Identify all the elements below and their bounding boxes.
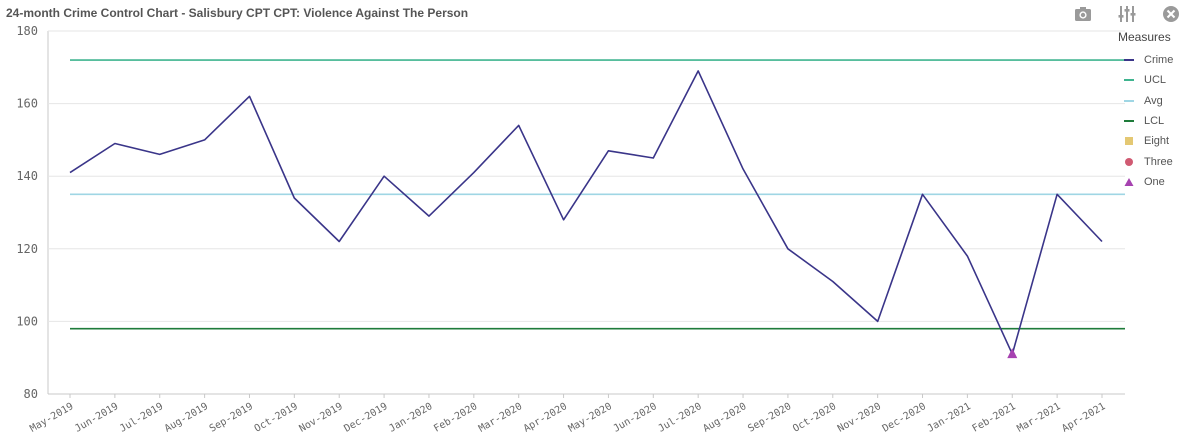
- chart-title: 24-month Crime Control Chart - Salisbury…: [6, 6, 469, 20]
- legend-swatch-circle: [1122, 157, 1136, 167]
- x-tick-label: May-2019: [28, 401, 75, 433]
- chart-toolbar: [1072, 4, 1182, 24]
- x-tick-label: Jan-2021: [926, 401, 973, 433]
- y-tick-label: 140: [16, 169, 38, 183]
- legend-swatch-triangle: [1122, 177, 1136, 187]
- x-tick-label: Jun-2019: [73, 401, 120, 433]
- legend-item-avg[interactable]: Avg: [1118, 91, 1190, 111]
- camera-icon[interactable]: [1072, 4, 1094, 24]
- x-tick-label: Mar-2021: [1015, 401, 1062, 433]
- x-tick-label: Jul-2020: [656, 401, 703, 433]
- legend-swatch-line: [1122, 75, 1136, 85]
- x-tick-label: Jul-2019: [118, 401, 165, 433]
- x-tick-label: Feb-2020: [432, 401, 479, 433]
- legend-item-three[interactable]: Three: [1118, 151, 1190, 171]
- y-tick-label: 100: [16, 314, 38, 328]
- legend-label: LCL: [1144, 115, 1165, 128]
- legend-item-lcl[interactable]: LCL: [1118, 111, 1190, 131]
- crime-series-line: [69, 70, 1103, 355]
- chart-legend: Measures Crime UCL Avg LCL Eight Three One: [1118, 30, 1190, 192]
- x-tick-label: Sep-2020: [746, 401, 793, 433]
- x-tick-label: Apr-2021: [1060, 401, 1107, 433]
- x-tick-label: Dec-2020: [881, 401, 928, 433]
- legend-item-crime[interactable]: Crime: [1118, 50, 1190, 70]
- legend-label: UCL: [1144, 74, 1167, 87]
- legend-label: Avg: [1144, 94, 1163, 107]
- x-tick-label: Nov-2020: [836, 401, 883, 433]
- x-tick-label: Mar-2020: [477, 401, 524, 433]
- legend-label: One: [1144, 175, 1165, 188]
- x-tick-label: Sep-2019: [208, 401, 255, 433]
- close-icon[interactable]: [1160, 4, 1182, 24]
- legend-item-eight[interactable]: Eight: [1118, 131, 1190, 151]
- marker-one: [1007, 348, 1018, 359]
- legend-swatch-line: [1122, 96, 1136, 106]
- x-tick-label: Aug-2020: [701, 401, 748, 433]
- legend-label: Eight: [1144, 135, 1170, 148]
- y-tick-label: 80: [24, 387, 38, 401]
- x-tick-label: Apr-2020: [522, 401, 569, 433]
- legend-swatch-line: [1122, 55, 1136, 65]
- x-tick-label: Dec-2019: [342, 401, 389, 433]
- x-tick-label: Jun-2020: [612, 401, 659, 433]
- sliders-icon[interactable]: [1116, 4, 1138, 24]
- legend-label: Three: [1144, 155, 1173, 168]
- y-tick-label: 120: [16, 242, 38, 256]
- legend-swatch-line: [1122, 116, 1136, 126]
- legend-label: Crime: [1144, 54, 1174, 67]
- x-tick-label: Oct-2020: [791, 401, 838, 433]
- x-tick-label: Aug-2019: [163, 401, 210, 433]
- legend-item-one[interactable]: One: [1118, 172, 1190, 192]
- legend-item-ucl[interactable]: UCL: [1118, 70, 1190, 90]
- x-tick-label: May-2020: [567, 401, 614, 433]
- legend-swatch-square: [1122, 136, 1136, 146]
- x-tick-label: Nov-2019: [297, 401, 344, 433]
- y-tick-label: 180: [16, 24, 38, 38]
- x-tick-label: Feb-2021: [971, 401, 1018, 433]
- legend-title: Measures: [1118, 30, 1171, 44]
- y-tick-label: 160: [16, 97, 38, 111]
- x-tick-label: Oct-2019: [253, 401, 300, 433]
- x-tick-label: Jan-2020: [387, 401, 434, 433]
